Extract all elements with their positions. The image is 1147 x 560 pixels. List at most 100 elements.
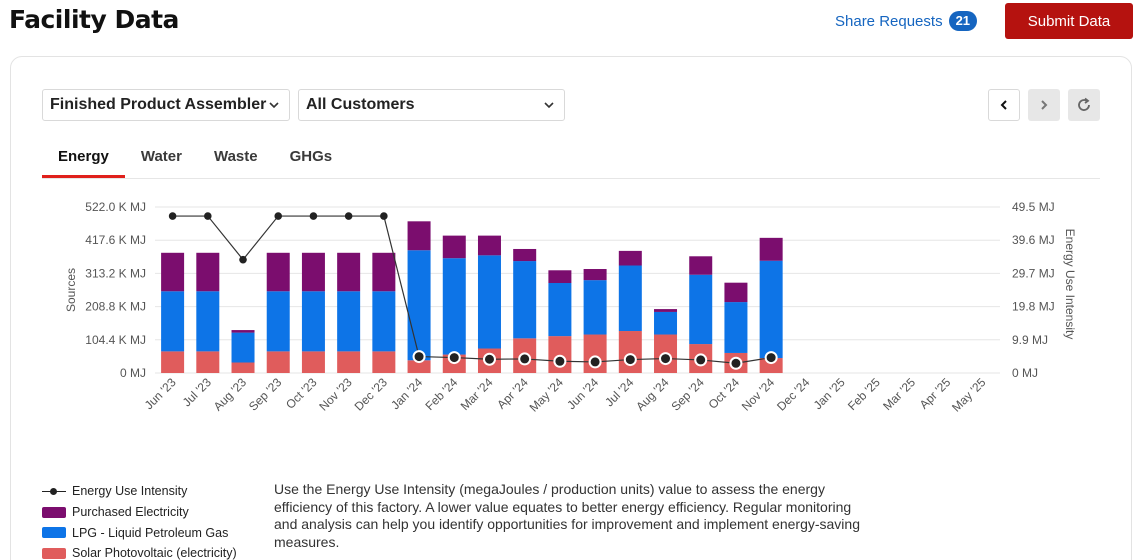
facility-select-value: Finished Product Assembler [50,96,267,113]
legend-line-marker [42,486,66,497]
bar-segment [231,330,255,333]
legend-item-purchased-electricity: Purchased Electricity [42,502,237,523]
legend-item-lpg: LPG - Liquid Petroleum Gas [42,522,237,543]
x-tick-label: Apr '24 [494,375,531,412]
bar-segment [196,291,220,352]
bar-segment [407,250,431,361]
y-right-tick-label: 0 MJ [1012,366,1038,380]
next-period-button[interactable] [1028,89,1060,121]
y-right-tick-label: 49.5 MJ [1012,200,1055,214]
share-requests-link[interactable]: Share Requests 21 [835,11,978,31]
tab-water[interactable]: Water [140,148,182,165]
tab-ghgs[interactable]: GHGs [289,148,333,165]
bar-segment [161,351,185,373]
page-title: Facility Data [9,5,179,34]
line-point [764,351,778,365]
bar-segment [654,311,678,335]
x-tick-label: May '25 [949,375,989,415]
metric-tabs: Energy Water Waste GHGs [42,140,348,178]
legend-label: Purchased Electricity [72,505,189,520]
line-point [344,212,353,220]
refresh-button[interactable] [1068,89,1100,121]
bar-segment [161,252,185,292]
bar-segment [724,282,748,303]
legend-item-energy-use-intensity: Energy Use Intensity [42,481,237,502]
refresh-icon [1078,97,1090,111]
y-right-tick-label: 39.6 MJ [1012,233,1055,247]
line-series-path [172,215,772,364]
tab-divider [42,178,1100,179]
x-tick-label: Dec '24 [774,375,813,414]
bar-segment [618,331,642,373]
customer-select[interactable]: All Customers [298,89,565,121]
y-left-axis-label: Sources [64,268,78,312]
bar-segment [407,360,431,373]
y-right-tick-label: 29.7 MJ [1012,266,1055,280]
x-tick-label: Sep '23 [246,375,285,414]
bar-segment [513,248,537,262]
y-right-axis-label: Energy Use Intensity [1063,229,1077,340]
tab-waste[interactable]: Waste [213,148,258,165]
x-tick-label: Jun '24 [564,375,601,412]
y-left-tick-label: 104.4 K MJ [85,333,146,347]
x-tick-label: Jan '24 [388,375,425,412]
line-point [482,352,496,366]
chevron-down-icon [269,102,279,109]
bar-segment [477,235,501,256]
bar-segment [442,258,466,355]
bar-segment [689,274,713,345]
chevron-down-icon [544,102,554,109]
bar-segment [548,283,572,337]
line-point [380,212,388,220]
line-point [239,255,247,264]
x-tick-label: Oct '24 [706,375,743,412]
x-tick-label: Jul '24 [602,375,636,409]
x-tick-label: Aug '24 [633,375,672,414]
legend-item-solar: Solar Photovoltaic (electricity) [42,543,237,560]
tab-energy[interactable]: Energy [42,140,125,178]
x-tick-label: Jul '23 [180,375,214,409]
line-point [694,353,708,367]
legend-swatch [42,547,66,559]
bar-segment [724,302,748,353]
bar-segment [477,255,501,349]
line-point [204,212,212,220]
y-left-tick-label: 522.0 K MJ [85,200,146,214]
bar-segment [513,261,537,339]
share-requests-label[interactable]: Share Requests [835,12,943,30]
y-left-tick-label: 417.6 K MJ [85,233,146,247]
x-tick-label: Nov '23 [316,375,355,414]
submit-data-button[interactable]: Submit Data [1005,3,1133,39]
bar-segment [548,270,572,284]
y-left-tick-label: 0 MJ [120,366,146,380]
chevron-left-icon [1000,100,1007,110]
x-tick-label: Jun '23 [142,375,179,412]
bar-segment [266,291,290,352]
bar-segment [301,351,325,373]
bar-segment [266,252,290,292]
y-left-tick-label: 208.8 K MJ [85,300,146,314]
line-point [168,212,177,220]
legend-label: LPG - Liquid Petroleum Gas [72,525,229,540]
previous-period-button[interactable] [988,89,1020,121]
x-tick-label: Mar '25 [880,375,918,413]
bar-segment [231,362,255,373]
bar-segment [759,260,783,359]
bar-segment [372,351,396,373]
x-tick-label: Jan '25 [811,375,848,412]
bar-segment [196,252,220,292]
line-point [274,212,283,220]
bar-segment [407,221,431,251]
bar-segment [337,351,361,373]
bar-segment [196,351,220,373]
line-point [729,356,743,370]
x-tick-label: May '24 [527,375,567,415]
legend-swatch [42,527,66,539]
line-point [553,354,567,368]
legend-label: Solar Photovoltaic (electricity) [72,546,237,560]
bar-segment [583,280,607,335]
legend-label: Energy Use Intensity [72,484,188,499]
customer-select-value: All Customers [306,96,415,113]
facility-select[interactable]: Finished Product Assembler [42,89,290,121]
legend-swatch [42,506,66,518]
